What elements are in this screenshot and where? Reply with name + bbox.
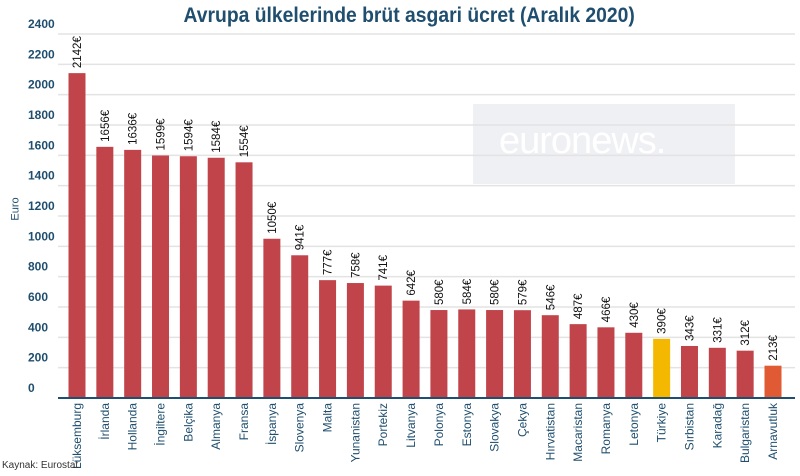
category-label: Bulgaristan (738, 403, 752, 463)
value-label: 1050€ (267, 201, 279, 234)
bar (124, 149, 142, 398)
bar (263, 238, 281, 398)
y-tick-label: 0 (28, 381, 35, 395)
bar (68, 73, 86, 398)
y-tick-label: 1200 (28, 199, 55, 213)
bar (653, 338, 671, 398)
category-label: Letonya (627, 403, 641, 446)
bar (235, 162, 253, 398)
category-label: Belçika (181, 403, 195, 442)
bar (207, 157, 225, 398)
category-label: Slovenya (293, 403, 307, 453)
chart-title: Avrupa ülkelerinde brüt asgari ücret (Ar… (183, 4, 635, 27)
bar (96, 146, 114, 398)
y-tick-label: 1400 (28, 169, 55, 183)
y-tick-label: 600 (28, 290, 48, 304)
value-label: 546€ (545, 284, 557, 310)
bar (597, 327, 615, 398)
value-label: 580€ (434, 279, 446, 305)
category-label: Estonya (460, 403, 474, 447)
bar (152, 155, 170, 398)
value-label: 580€ (490, 279, 502, 305)
category-label: Yunanistan (348, 403, 362, 462)
value-label: 1599€ (156, 118, 168, 151)
bar (708, 347, 726, 398)
value-label: 2142€ (72, 36, 84, 69)
y-tick-label: 1600 (28, 138, 55, 152)
category-label: Almanya (209, 403, 223, 450)
value-label: 758€ (350, 252, 362, 278)
value-label: 941€ (295, 224, 307, 250)
category-label: Karadağ (710, 403, 724, 448)
value-label: 1554€ (239, 125, 251, 158)
bar (458, 309, 476, 398)
bar (513, 310, 531, 398)
value-label: 430€ (629, 302, 641, 328)
value-label: 777€ (323, 249, 335, 275)
value-label: 487€ (573, 293, 585, 319)
category-label: Litvanya (404, 403, 418, 448)
bar (346, 283, 364, 398)
category-label: İngiltere (154, 403, 168, 446)
value-label: 741€ (378, 254, 390, 280)
category-label: İspanya (265, 403, 279, 445)
value-label: 466€ (601, 296, 613, 322)
y-tick-label: 2000 (28, 78, 55, 92)
y-tick-label: 200 (28, 351, 48, 365)
category-label: Çekya (515, 403, 529, 437)
value-label: 343€ (684, 315, 696, 341)
category-label: İrlanda (98, 403, 112, 440)
value-label: 312€ (740, 319, 752, 345)
value-label: 1594€ (183, 119, 195, 152)
bar (319, 280, 337, 398)
y-tick-label: 1000 (28, 229, 55, 243)
category-label: Fransa (237, 403, 251, 441)
bar (374, 285, 392, 398)
value-label: 579€ (517, 279, 529, 305)
value-label: 1584€ (211, 120, 223, 153)
bar (736, 350, 754, 398)
y-tick-label: 1800 (28, 108, 55, 122)
value-label: 1636€ (128, 112, 140, 145)
category-label: Polonya (432, 403, 446, 447)
category-label: Romanya (599, 403, 613, 455)
category-label: Arnavutluk (766, 402, 780, 460)
value-label: 642€ (406, 269, 418, 295)
value-label: 331€ (712, 317, 724, 343)
bar (430, 310, 448, 398)
value-label: 213€ (768, 335, 780, 361)
bar (764, 365, 782, 398)
bar (402, 300, 420, 398)
bar (179, 156, 197, 398)
y-tick-label: 800 (28, 260, 48, 274)
bar (486, 310, 504, 398)
category-label: Slovakya (488, 403, 502, 452)
category-label: Portekiz (376, 403, 390, 446)
y-tick-label: 400 (28, 320, 48, 334)
bar (291, 255, 309, 398)
category-label: Hollanda (126, 403, 140, 451)
category-label: Sırbistan (682, 403, 696, 450)
bar (680, 345, 698, 398)
source-note: Kaynak: Eurostat (2, 460, 79, 471)
bar (541, 315, 559, 398)
bar (569, 324, 587, 398)
y-tick-label: 2200 (28, 47, 55, 61)
category-label: Hırvatistan (543, 403, 557, 460)
y-tick-label: 2400 (28, 17, 55, 31)
value-label: 390€ (657, 308, 669, 334)
category-label: Türkiye (655, 403, 669, 443)
category-label: Lüksemburg (70, 403, 84, 469)
category-label: Malta (321, 403, 335, 433)
bar (625, 332, 643, 398)
value-label: 1656€ (100, 109, 112, 142)
value-label: 584€ (462, 278, 474, 304)
category-label: Macaristan (571, 403, 585, 462)
